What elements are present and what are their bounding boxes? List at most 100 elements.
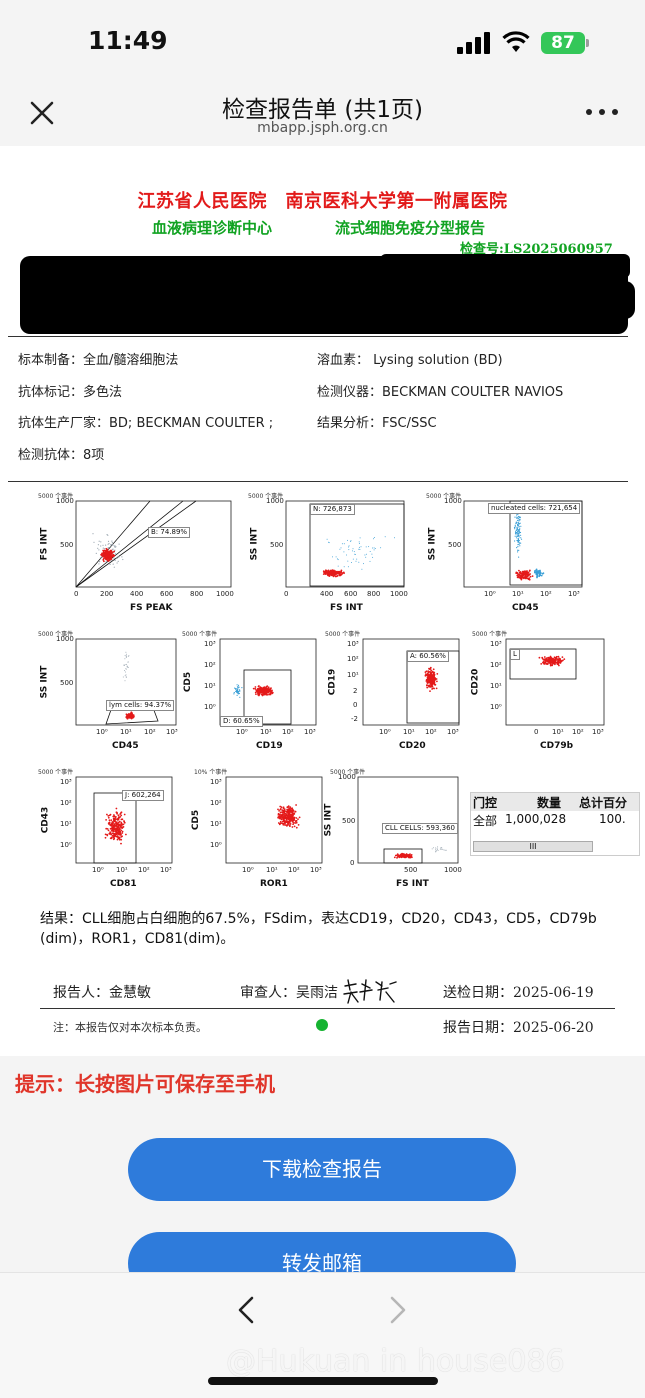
scatter-dot	[112, 551, 114, 553]
scatter-dot	[384, 536, 386, 538]
scatter-dot	[402, 854, 405, 857]
scatter-dot	[359, 537, 361, 539]
scatter-dot	[118, 543, 120, 545]
scatter-dot	[516, 576, 519, 579]
scatter-dot	[236, 684, 238, 686]
scatter-dot	[97, 544, 99, 546]
x-axis-label: CD19	[256, 741, 283, 751]
scatter-dot	[427, 670, 430, 673]
scatter-dot	[129, 713, 132, 715]
plot-7-dots	[538, 655, 566, 667]
scatter-dot	[551, 663, 554, 665]
scatter-dot	[373, 538, 374, 540]
scatter-dot	[122, 558, 124, 561]
tick-label: 10²	[572, 728, 584, 736]
save-tip: 提示：长按图片可保存至手机	[15, 1072, 275, 1096]
scatter-dot	[102, 552, 105, 555]
scatter-dot	[516, 547, 518, 549]
download-report-button[interactable]: 下载检查报告	[128, 1138, 516, 1201]
scatter-dot	[435, 849, 437, 851]
status-time: 11:49	[88, 26, 168, 55]
scatter-dot	[436, 847, 438, 849]
tick-label: 10¹	[552, 728, 564, 736]
scatter-dot	[262, 687, 264, 690]
scatter-dot	[516, 516, 518, 518]
scatter-dot	[543, 661, 546, 664]
tick-label: 10⁰	[210, 841, 222, 849]
event-count: 5000 个事件	[330, 769, 366, 776]
scatter-dot	[335, 556, 337, 558]
reviewer: 审查人：吴雨洁	[240, 985, 338, 1001]
scatter-dot	[118, 829, 121, 832]
scatter-dot	[285, 810, 288, 813]
tick-label: 10³	[568, 590, 580, 598]
scatter-dot	[120, 838, 123, 841]
scatter-dot	[332, 575, 335, 578]
scatter-dot	[241, 687, 243, 689]
plot-cd45-lym: 5000 个事件 lym cells: 94.37% 1000 500 10⁰ …	[38, 629, 188, 759]
tick-label: 1000	[56, 635, 74, 643]
tick-label: 800	[367, 590, 381, 598]
scatter-dot	[107, 829, 110, 832]
scatter-dot	[429, 666, 432, 669]
report-image[interactable]: 江苏省人民医院 南京医科大学第一附属医院 血液病理诊断中心 流式细胞免疫分型报告…	[0, 146, 645, 1056]
tick-label: 400	[130, 590, 144, 598]
close-icon[interactable]	[26, 97, 58, 129]
scatter-dot	[297, 818, 299, 820]
gate-label: D: 60.65%	[220, 716, 263, 727]
department: 血液病理诊断中心	[152, 219, 273, 237]
back-arrow-icon[interactable]	[234, 1295, 258, 1325]
scatter-dot	[238, 689, 241, 691]
scatter-dot	[104, 549, 107, 552]
scatter-dot	[527, 574, 529, 576]
scatter-dot	[125, 651, 127, 653]
scatter-dot	[126, 666, 128, 668]
scatter-dot	[358, 541, 360, 543]
more-options-icon[interactable]	[586, 106, 620, 118]
scatter-dot	[524, 575, 526, 578]
scatter-dot	[365, 553, 367, 555]
scatter-dot	[335, 575, 338, 578]
scatter-dot	[121, 830, 124, 833]
plot-9-dots	[277, 804, 301, 829]
plot-3-chart	[463, 500, 583, 588]
reporter: 报告人：金慧敏	[53, 985, 151, 1001]
scatter-dot	[120, 814, 123, 817]
scatter-dot	[557, 655, 560, 658]
scatter-dot	[332, 556, 333, 558]
scatter-dot	[538, 570, 540, 572]
scatter-dot	[110, 829, 113, 832]
scatter-dot	[520, 538, 523, 540]
scatter-dot	[280, 814, 283, 816]
tick-label: 10²	[490, 661, 502, 669]
scatter-dot	[394, 854, 397, 857]
scatter-dot	[109, 837, 112, 840]
send-date: 送检日期：2025-06-19	[443, 985, 594, 1001]
scatter-dot	[368, 546, 370, 548]
scatter-dot	[518, 569, 520, 572]
scatter-dot	[518, 536, 520, 538]
forward-arrow-icon[interactable]	[386, 1295, 410, 1325]
tick-label: 10²	[282, 728, 294, 736]
scatter-dot	[125, 674, 127, 676]
scatter-dot	[118, 820, 121, 823]
scatter-dot	[266, 685, 269, 687]
scatter-dot	[324, 573, 327, 575]
gate-label: nucleated cells: 721,654	[488, 503, 581, 514]
scatter-dot	[280, 818, 283, 821]
scatter-dot	[369, 560, 371, 562]
scatter-dot	[288, 812, 291, 814]
plot-4-chart	[75, 638, 177, 726]
scatter-dot	[286, 825, 288, 827]
y-axis-label: CD5	[191, 809, 202, 831]
scatter-dot	[121, 823, 123, 825]
scatter-dot	[543, 656, 546, 658]
scatter-dot	[235, 688, 237, 690]
scatter-dot	[517, 544, 519, 546]
scatter-dot	[358, 546, 360, 548]
scatter-dot	[113, 823, 116, 825]
wifi-icon	[502, 31, 530, 52]
scatter-dot	[113, 566, 115, 568]
scatter-dot	[515, 530, 517, 532]
scatter-dot	[285, 820, 288, 823]
